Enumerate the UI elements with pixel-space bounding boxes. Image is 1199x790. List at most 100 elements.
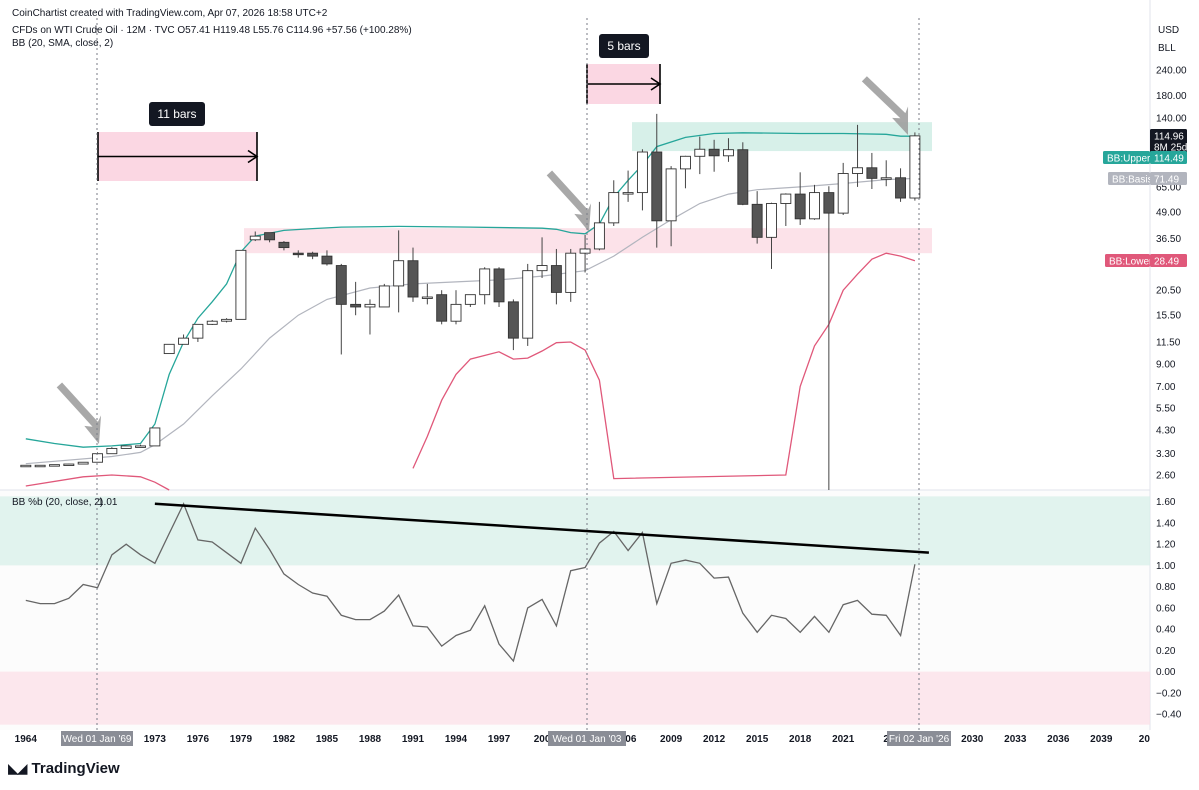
candle[interactable] [522, 263, 534, 346]
bb-lower-value-badge[interactable]: 28.49 [1150, 254, 1187, 268]
bb-upper-value-badge[interactable]: 114.49 [1150, 151, 1187, 165]
candle[interactable] [163, 343, 175, 355]
candle[interactable] [278, 241, 290, 251]
candle[interactable] [665, 166, 677, 247]
bb-basis-value-badge[interactable]: 71.49 [1150, 172, 1187, 186]
candle[interactable] [364, 299, 376, 335]
candle[interactable] [221, 318, 233, 323]
candle[interactable] [694, 136, 706, 175]
candle[interactable] [536, 237, 548, 278]
candle[interactable] [852, 124, 863, 187]
candle[interactable] [723, 138, 734, 162]
candle[interactable] [837, 162, 849, 215]
pb-trendline[interactable] [154, 502, 929, 554]
candle[interactable] [407, 247, 419, 302]
candle-body-up [479, 268, 491, 296]
candle-body-up [665, 168, 677, 222]
time-tick-label: 2039 [1090, 734, 1113, 745]
candle[interactable] [34, 464, 46, 468]
candle[interactable] [106, 447, 118, 455]
candle[interactable] [780, 193, 792, 226]
bb-basis-name-badge-text: BB:Basis [1112, 175, 1153, 186]
candle[interactable] [622, 170, 634, 202]
candle[interactable] [751, 191, 763, 244]
bar-countdown-badge[interactable]: 8M 25d [1150, 140, 1187, 154]
bb-upper-line[interactable] [25, 132, 915, 448]
candle[interactable] [608, 180, 620, 226]
candle[interactable] [321, 250, 333, 266]
candle[interactable] [421, 283, 433, 305]
candle[interactable] [450, 290, 462, 325]
candle[interactable] [192, 323, 204, 342]
candle[interactable] [120, 445, 132, 449]
candle[interactable] [766, 202, 777, 269]
bb-lower-line[interactable] [25, 252, 916, 491]
candle[interactable] [651, 113, 663, 248]
candle[interactable] [579, 234, 591, 273]
candle[interactable] [49, 464, 60, 467]
price-tick-label: 3.30 [1156, 449, 1176, 460]
bar-count-5[interactable]: 5 bars [586, 34, 662, 104]
candle[interactable] [866, 152, 878, 189]
candle[interactable] [135, 444, 146, 448]
candle[interactable] [249, 231, 261, 242]
candle[interactable] [464, 294, 476, 307]
candle[interactable] [479, 267, 491, 305]
candle[interactable] [292, 250, 304, 258]
candle[interactable] [393, 230, 405, 313]
pointer-arrow-1[interactable] [56, 378, 105, 449]
candle[interactable] [149, 427, 161, 447]
bar-count-5-label: 5 bars [607, 39, 640, 53]
last-price-badge[interactable]: 114.96 [1150, 129, 1187, 143]
time-tick-label: 2009 [660, 734, 683, 745]
bar-count-11[interactable]: 11 bars [97, 102, 259, 181]
candle[interactable] [593, 201, 605, 251]
candle[interactable] [565, 248, 577, 302]
bb-upper-name-badge[interactable]: BB:Upper [1103, 151, 1151, 165]
symbol-line[interactable]: CFDs on WTI Crude Oil · 12M · TVC O57.41… [12, 25, 412, 36]
candle[interactable] [235, 249, 247, 320]
candle-body-up [809, 192, 820, 220]
candle-body-up [622, 192, 634, 195]
candle[interactable] [206, 319, 218, 325]
candle[interactable] [307, 251, 319, 260]
pb-indicator-value: 1.01 [98, 497, 118, 508]
candle[interactable] [708, 139, 720, 172]
pointer-arrow-3[interactable] [861, 69, 914, 142]
candle[interactable] [507, 299, 519, 351]
candle[interactable] [493, 267, 505, 307]
candle[interactable] [378, 283, 390, 308]
bb-basis-line[interactable] [25, 177, 915, 465]
candle[interactable] [823, 186, 835, 490]
last-price-badge-text: 114.96 [1154, 132, 1184, 143]
candle[interactable] [63, 463, 75, 466]
bb-lower-name-badge[interactable]: BB:Lower [1105, 254, 1153, 268]
candle[interactable] [680, 155, 691, 189]
tradingview-logo[interactable]: ◣◢ TradingView [8, 760, 120, 777]
candle[interactable] [20, 464, 32, 468]
candle[interactable] [880, 160, 892, 187]
candle[interactable] [178, 334, 190, 345]
candle[interactable] [636, 149, 648, 211]
candle[interactable] [335, 263, 347, 355]
pointer-arrow-2[interactable] [546, 166, 595, 237]
candle-body-down [307, 252, 319, 257]
candle[interactable] [77, 461, 89, 465]
pb-indicator-title[interactable]: BB %b (20, close, 2) [12, 497, 103, 508]
candle[interactable] [436, 290, 448, 325]
candle[interactable] [264, 232, 276, 243]
candle[interactable] [895, 168, 907, 202]
candle[interactable] [737, 142, 749, 206]
bb-upper-name-badge-text: BB:Upper [1107, 154, 1151, 165]
candle[interactable] [909, 132, 921, 201]
candle[interactable] [350, 281, 362, 316]
indicator-line[interactable]: BB (20, SMA, close, 2) [12, 38, 114, 49]
candle[interactable] [809, 184, 820, 220]
resistance-zone[interactable] [632, 122, 932, 152]
bb-basis-name-badge[interactable]: BB:Basis [1108, 172, 1153, 186]
candle[interactable] [550, 248, 562, 305]
candle[interactable] [92, 452, 103, 463]
tradingview-logo-icon: ◣◢ [8, 760, 27, 776]
candle[interactable] [794, 172, 806, 225]
